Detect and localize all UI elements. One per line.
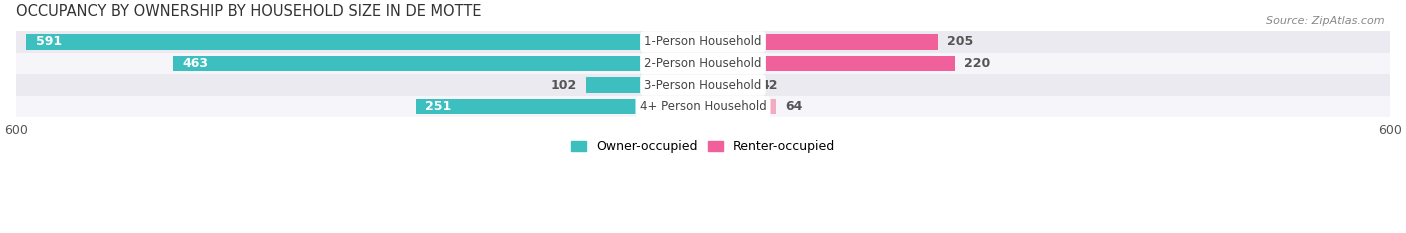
Bar [703, 34, 938, 50]
Text: 463: 463 [183, 57, 208, 70]
Legend: Owner-occupied, Renter-occupied: Owner-occupied, Renter-occupied [567, 135, 839, 158]
Bar [27, 34, 703, 50]
Text: 102: 102 [551, 79, 576, 92]
Text: 64: 64 [786, 100, 803, 113]
Bar [703, 99, 776, 114]
Bar [15, 53, 1391, 74]
Text: OCCUPANCY BY OWNERSHIP BY HOUSEHOLD SIZE IN DE MOTTE: OCCUPANCY BY OWNERSHIP BY HOUSEHOLD SIZE… [15, 4, 482, 19]
Bar [703, 77, 751, 93]
Bar [15, 96, 1391, 117]
Text: 1-Person Household: 1-Person Household [644, 35, 762, 48]
Bar [15, 31, 1391, 53]
Text: 205: 205 [946, 35, 973, 48]
Text: 251: 251 [425, 100, 451, 113]
Text: Source: ZipAtlas.com: Source: ZipAtlas.com [1267, 16, 1385, 26]
Bar [416, 99, 703, 114]
Bar [15, 74, 1391, 96]
Text: 3-Person Household: 3-Person Household [644, 79, 762, 92]
Bar [173, 56, 703, 71]
Bar [586, 77, 703, 93]
Text: 220: 220 [965, 57, 990, 70]
Text: 4+ Person Household: 4+ Person Household [640, 100, 766, 113]
Bar [703, 56, 955, 71]
Text: 591: 591 [35, 35, 62, 48]
Text: 2-Person Household: 2-Person Household [644, 57, 762, 70]
Text: 42: 42 [761, 79, 778, 92]
